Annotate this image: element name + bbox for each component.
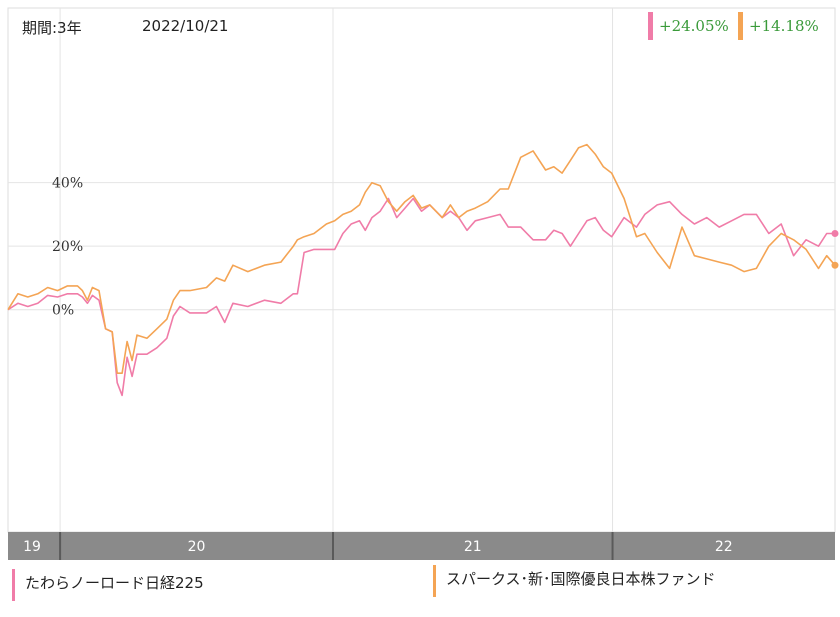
line-chart: 19 20 21 22 40% 20% 0% [7, 7, 839, 560]
x-band [8, 532, 61, 560]
legend-label: スパークス･新･国際優良日本株ファンド [446, 570, 716, 588]
pct-value: +24.05% [659, 17, 729, 35]
series-line-0 [7, 197, 835, 397]
grid-lines [7, 7, 836, 533]
y-tick-label: 40% [52, 176, 83, 192]
x-band-label: 19 [23, 539, 41, 555]
pct-badge-color [648, 12, 653, 40]
series-lines [7, 143, 839, 397]
date-label: 2022/10/21 [142, 17, 229, 35]
y-axis-labels: 40% 20% 0% [52, 176, 83, 319]
series-line-1 [7, 143, 836, 374]
plot-frame [7, 7, 836, 533]
legend-color [12, 569, 15, 601]
series-end-marker-1 [831, 261, 839, 269]
y-tick-label: 0% [52, 303, 74, 319]
x-band-label: 21 [464, 539, 482, 555]
legend-label: たわらノーロード日経225 [25, 574, 204, 592]
x-band-label: 22 [715, 539, 733, 555]
pct-badge-color [738, 12, 743, 40]
x-axis-bands: 19 20 21 22 [8, 532, 835, 560]
x-band [333, 532, 613, 560]
pct-badge-sparx: +14.18% [738, 12, 819, 40]
series-end-marker-0 [831, 229, 839, 237]
x-band [612, 532, 835, 560]
legend-item-sparx: スパークス･新･国際優良日本株ファンド [433, 565, 716, 597]
legend-color [433, 565, 436, 597]
pct-badge-nikkei: +24.05% [648, 12, 729, 40]
period-label: 期間:3年 [22, 19, 82, 37]
pct-value: +14.18% [749, 17, 819, 35]
x-band [60, 532, 334, 560]
legend-item-nikkei: たわらノーロード日経225 [12, 569, 204, 601]
x-band-label: 20 [188, 539, 206, 555]
y-tick-label: 20% [52, 239, 83, 255]
